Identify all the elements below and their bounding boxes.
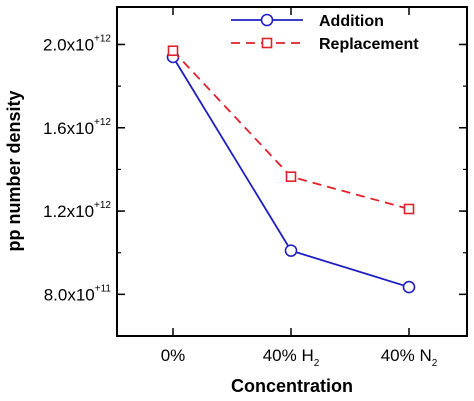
x-axis-title: Concentration: [231, 376, 353, 396]
legend-marker-replacement: [261, 37, 273, 49]
y-axis: 8.0x10+11 1.2x10+12 1.6x10+12 2.0x10+12: [43, 33, 467, 337]
data-point-replacement: [167, 45, 179, 57]
data-point-replacement: [285, 171, 297, 183]
x-axis: 0% 40% H2 40% N2: [161, 7, 438, 369]
data-point-replacement: [403, 203, 415, 215]
data-point-addition: [284, 244, 298, 257]
plot-frame: [116, 6, 468, 337]
y-tick-label: 1.2x10+12: [43, 200, 111, 221]
legend-label-addition: Addition: [319, 13, 384, 30]
y-tick-label: 1.6x10+12: [43, 117, 111, 138]
legend-label-replacement: Replacement: [319, 36, 419, 53]
series-layer: [166, 45, 416, 294]
x-tick-label: 40% H2: [263, 346, 320, 369]
data-point-addition: [402, 280, 416, 294]
legend: Addition Replacement: [231, 13, 419, 53]
y-tick-label: 2.0x10+12: [43, 33, 111, 54]
series-line-replacement: [172, 50, 410, 210]
y-axis-title: pp number density: [4, 90, 24, 251]
x-tick-label: 40% N2: [381, 346, 438, 369]
legend-marker-addition: [260, 13, 274, 27]
y-tick-label: 8.0x10+11: [44, 283, 112, 304]
x-tick-label: 0%: [161, 346, 186, 365]
